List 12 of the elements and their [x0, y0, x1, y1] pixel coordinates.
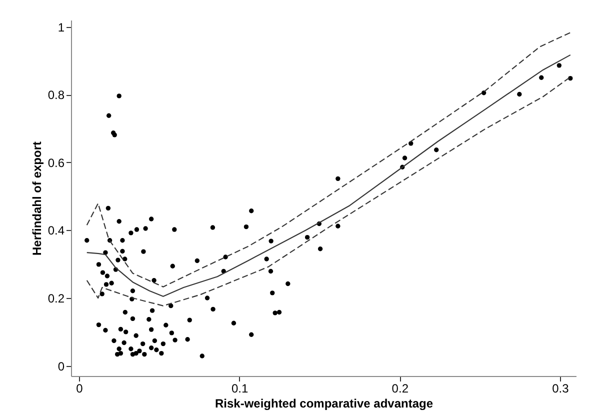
y-tick-label: 0.8: [48, 88, 65, 102]
x-tick-label: 0: [76, 382, 84, 396]
y-tick-label: 0: [58, 359, 65, 374]
x-tick-label: 0.1: [231, 382, 248, 396]
x-axis-title: Risk-weighted comparative advantage: [214, 396, 434, 410]
x-tick-label: 0.3: [552, 382, 570, 396]
y-tick-label: 1: [58, 20, 65, 34]
y-tick-label: 0.4: [48, 224, 65, 238]
y-tick-label: 0.6: [48, 156, 65, 170]
y-axis-title: Herfindahl of export: [30, 141, 44, 256]
y-tick-label: 0.2: [48, 292, 65, 306]
x-tick-label: 0.2: [392, 382, 409, 396]
